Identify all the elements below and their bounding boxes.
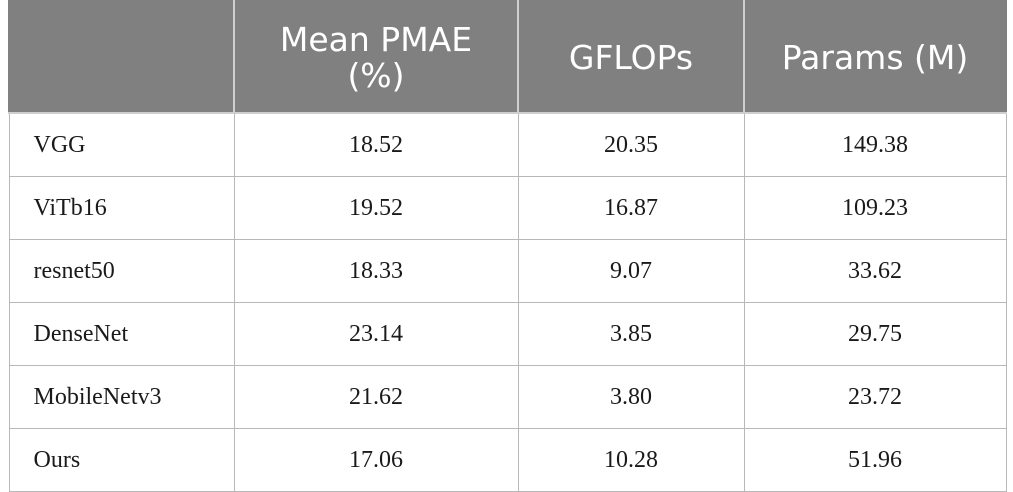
params-cell: 29.75 [743, 302, 1007, 366]
mean-pmae-cell: 23.14 [233, 302, 519, 366]
table-row: Ours 17.06 10.28 51.96 [8, 428, 1007, 492]
table-row: ViTb16 19.52 16.87 109.23 [8, 176, 1007, 240]
mean-pmae-cell: 19.52 [233, 176, 519, 240]
header-cell-model [8, 0, 235, 114]
params-cell: 51.96 [743, 428, 1007, 492]
mean-pmae-cell: 18.52 [233, 112, 519, 177]
model-name-cell: ViTb16 [8, 176, 235, 240]
header-row: Mean PMAE (%) GFLOPs Params (M) [8, 0, 1007, 114]
gflops-cell: 3.85 [517, 302, 745, 366]
params-cell: 33.62 [743, 239, 1007, 303]
header-cell-gflops: GFLOPs [517, 0, 745, 114]
gflops-cell: 16.87 [517, 176, 745, 240]
header-cell-params: Params (M) [743, 0, 1007, 114]
results-table: Mean PMAE (%) GFLOPs Params (M) VGG 18.5… [8, 0, 1007, 492]
model-name-cell: Ours [8, 428, 235, 492]
gflops-cell: 20.35 [517, 112, 745, 177]
gflops-cell: 9.07 [517, 239, 745, 303]
params-cell: 149.38 [743, 112, 1007, 177]
mean-pmae-cell: 18.33 [233, 239, 519, 303]
params-cell: 23.72 [743, 365, 1007, 429]
table-row: MobileNetv3 21.62 3.80 23.72 [8, 365, 1007, 429]
model-name-cell: DenseNet [8, 302, 235, 366]
header-cell-mean-pmae: Mean PMAE (%) [233, 0, 519, 114]
table-row: resnet50 18.33 9.07 33.62 [8, 239, 1007, 303]
model-name-cell: resnet50 [8, 239, 235, 303]
mean-pmae-cell: 21.62 [233, 365, 519, 429]
model-name-cell: MobileNetv3 [8, 365, 235, 429]
mean-pmae-cell: 17.06 [233, 428, 519, 492]
model-name-cell: VGG [8, 112, 235, 177]
gflops-cell: 3.80 [517, 365, 745, 429]
table-row: DenseNet 23.14 3.85 29.75 [8, 302, 1007, 366]
gflops-cell: 10.28 [517, 428, 745, 492]
params-cell: 109.23 [743, 176, 1007, 240]
table-row: VGG 18.52 20.35 149.38 [8, 112, 1007, 177]
